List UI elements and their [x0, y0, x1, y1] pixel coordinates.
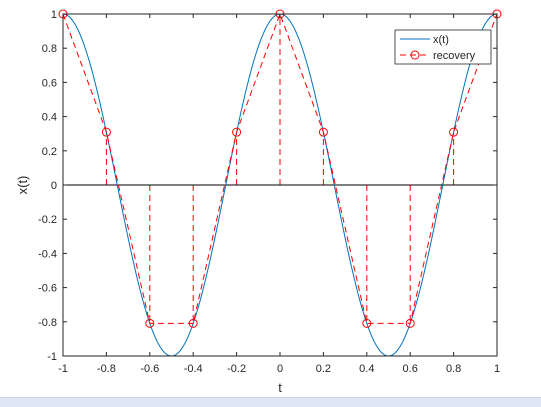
y-tick-label: -0.8 — [38, 317, 57, 329]
y-axis-label: x(t) — [15, 176, 30, 195]
x-tick-label: 0.6 — [403, 363, 418, 375]
x-axis-ticks: -1 -0.8 -0.6 -0.4 -0.2 0 0.2 0.4 0.6 0.8 1 — [58, 14, 500, 375]
y-tick-label: 0 — [51, 180, 57, 192]
y-tick-label: 0.2 — [42, 146, 57, 158]
x-tick-label: -0.2 — [227, 363, 246, 375]
x-tick-label: 0.4 — [359, 363, 374, 375]
y-tick-label: -0.6 — [38, 283, 57, 295]
y-tick-label: 0.4 — [42, 112, 57, 124]
y-tick-label: -0.4 — [38, 248, 57, 260]
legend-marker-recovery — [410, 50, 420, 60]
y-tick-label: -0.2 — [38, 214, 57, 226]
recovery-point — [232, 127, 242, 137]
recovery-point — [145, 318, 155, 328]
legend-box — [394, 29, 492, 65]
legend-label-x-t: x(t) — [433, 34, 449, 46]
y-tick-label: -1 — [47, 351, 57, 363]
y-tick-label: 0.6 — [42, 77, 57, 89]
recovery-point — [318, 127, 328, 137]
x-tick-label: -0.6 — [140, 363, 159, 375]
x-tick-label: -0.4 — [184, 363, 203, 375]
x-tick-label: 0.8 — [446, 363, 461, 375]
recovery-point — [188, 318, 198, 328]
window-bottom-strip — [0, 397, 541, 407]
x-tick-label: -0.8 — [97, 363, 116, 375]
x-tick-label: 0 — [277, 363, 283, 375]
y-tick-label: 0.8 — [42, 43, 57, 55]
y-tick-label: 1 — [51, 9, 57, 21]
recovery-point — [405, 318, 415, 328]
legend: x(t) recovery — [394, 29, 492, 65]
y-axis-ticks: -1 -0.8 -0.6 -0.4 -0.2 0 0.2 0.4 0.6 0.8 1 — [38, 9, 497, 363]
x-tick-label: 0.2 — [316, 363, 331, 375]
recovery-point — [101, 127, 111, 137]
recovery-point — [362, 318, 372, 328]
x-tick-label: 1 — [494, 363, 500, 375]
x-tick-label: -1 — [58, 363, 68, 375]
legend-label-recovery: recovery — [433, 50, 476, 62]
x-axis-label: t — [278, 380, 282, 395]
recovery-point — [449, 127, 459, 137]
